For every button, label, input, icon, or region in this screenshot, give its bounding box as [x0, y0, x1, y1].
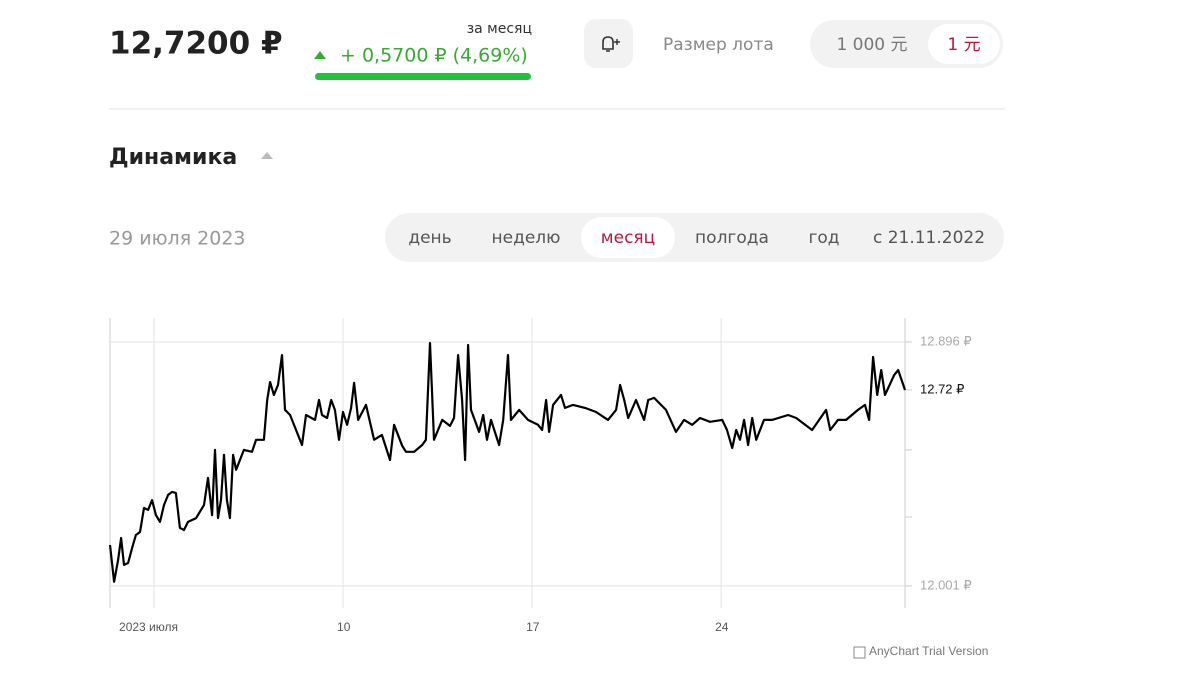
x-tick-label: 2023 июля: [119, 620, 178, 634]
section-title: Динамика: [109, 145, 237, 170]
y-tick-label: 12.001 ₽: [920, 577, 972, 592]
watermark: AnyChart Trial Version: [869, 644, 988, 658]
lot-label: Размер лота: [663, 35, 774, 55]
period-selected: [581, 217, 675, 258]
date: 29 июля 2023: [109, 228, 246, 250]
change-period: за месяц: [467, 21, 532, 37]
lot-option-selected: [928, 24, 1000, 64]
period-option[interactable]: с 21.11.2022: [873, 228, 985, 248]
watermark-icon: [853, 646, 866, 659]
x-tick-label: 24: [715, 620, 729, 634]
price: 12,7200 ₽: [109, 26, 283, 62]
lot-option[interactable]: 1 000 元: [836, 35, 907, 55]
period-option[interactable]: полгода: [695, 228, 769, 248]
period-option[interactable]: месяц: [601, 228, 655, 248]
collapse-arrow[interactable]: [261, 152, 273, 159]
plus-icon: [614, 39, 620, 45]
bell-icon: [602, 36, 614, 52]
current-value-label: 12.72 ₽: [920, 381, 964, 396]
period-option[interactable]: день: [408, 228, 451, 248]
period-switch: [385, 213, 1004, 262]
x-tick-label: 10: [337, 620, 351, 634]
up-arrow: [314, 51, 326, 59]
x-tick-label: 17: [526, 620, 540, 634]
bell-button[interactable]: [584, 19, 633, 68]
lot-option[interactable]: 1 元: [947, 35, 980, 55]
y-tick-label: 12.896 ₽: [920, 333, 972, 348]
price-line: [108, 342, 907, 583]
period-option[interactable]: неделю: [492, 228, 561, 248]
highlight-bar: [315, 73, 531, 80]
period-option[interactable]: год: [808, 228, 839, 248]
change: + 0,5700 ₽ (4,69%): [340, 45, 528, 67]
